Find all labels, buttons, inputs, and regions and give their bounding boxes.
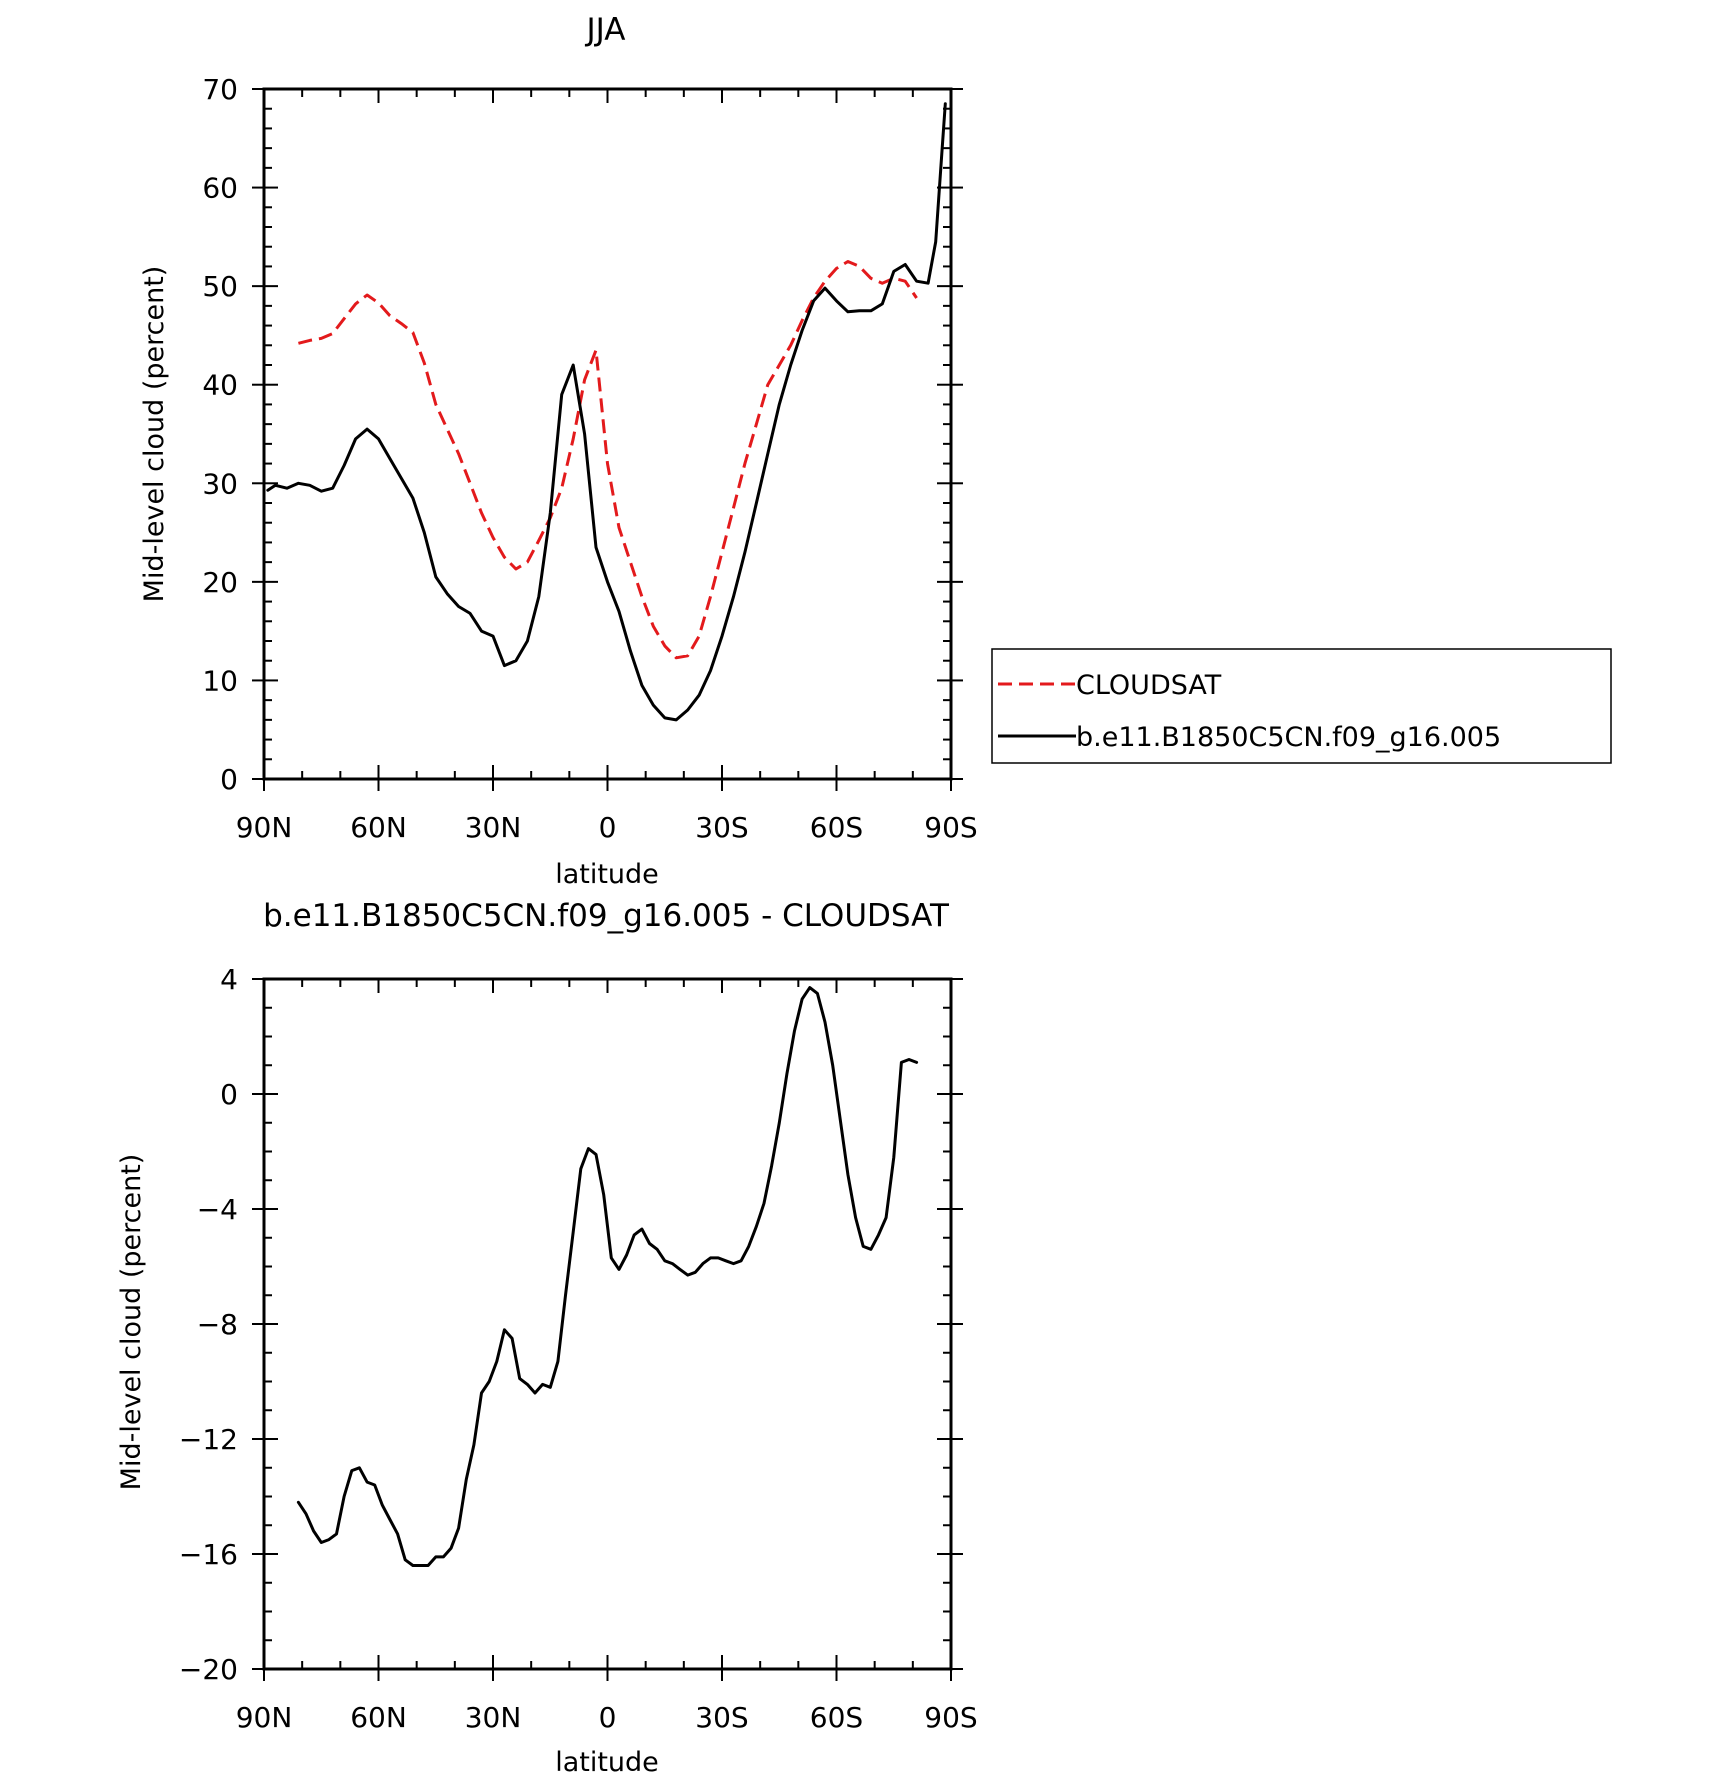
y-tick-label: 20: [202, 566, 238, 599]
y-tick-label: 10: [202, 664, 238, 697]
y-tick-label: 30: [202, 467, 238, 500]
y-tick-label: 4: [220, 963, 238, 996]
difference-line: [296, 986, 919, 1567]
y-tick-label: −16: [179, 1538, 238, 1571]
x-tick-label: 90N: [236, 811, 293, 844]
x-tick-label: 0: [599, 811, 617, 844]
y-tick-label: −4: [197, 1193, 238, 1226]
x-tick-label: 90S: [924, 811, 977, 844]
top-axis-ticks: [252, 88, 963, 791]
y-tick-label: 0: [220, 763, 238, 796]
bottom-panel: b.e11.B1850C5CN.f09_g16.005 - CLOUDSAT 9…: [116, 898, 978, 1773]
y-tick-label: 60: [202, 172, 238, 205]
x-tick-label: 30N: [465, 1701, 522, 1734]
x-tick-label: 0: [599, 1701, 617, 1734]
x-tick-label: 60S: [810, 1701, 863, 1734]
x-tick-label: 60S: [810, 811, 863, 844]
y-tick-label: 50: [202, 270, 238, 303]
series-line-cloudsat: [298, 260, 918, 660]
y-tick-label: −20: [179, 1653, 238, 1686]
legend-box: [991, 648, 1612, 764]
top-x-axis-label: latitude: [555, 859, 659, 890]
x-tick-label: 30N: [465, 811, 522, 844]
top-y-axis-label: Mid-level cloud (percent): [139, 266, 170, 603]
y-tick-label: −12: [179, 1423, 238, 1456]
y-tick-label: −8: [197, 1308, 238, 1341]
y-tick-label: 0: [220, 1078, 238, 1111]
top-plot-lines: [266, 102, 947, 722]
x-tick-label: 60N: [350, 811, 407, 844]
x-tick-label: 30S: [695, 811, 748, 844]
top-plot-frame: [262, 87, 953, 781]
x-tick-label: 90S: [924, 1701, 977, 1734]
bottom-axis-ticks: [252, 978, 963, 1681]
x-tick-label: 30S: [695, 1701, 748, 1734]
legend-cloudsat-label: CLOUDSAT: [1076, 670, 1222, 701]
legend: CLOUDSAT b.e11.B1850C5CN.f09_g16.005: [991, 648, 1612, 764]
legend-model-label: b.e11.B1850C5CN.f09_g16.005: [1076, 722, 1501, 753]
top-panel: JJA 90N 60N 30N 0 30S 60S 90S 0 10 20 30 40 50 60 70 l…: [139, 12, 978, 890]
y-tick-label: 40: [202, 369, 238, 402]
bottom-y-axis-label: Mid-level cloud (percent): [116, 1154, 147, 1491]
y-tick-label: 70: [202, 73, 238, 106]
bottom-tick-labels: 90N 60N 30N 0 30S 60S 90S −20 −16 −12 −8 −4 0 4: [179, 963, 978, 1734]
top-tick-labels: 90N 60N 30N 0 30S 60S 90S 0 10 20 30 40 50 60 70: [202, 73, 977, 844]
bottom-plot-title: b.e11.B1850C5CN.f09_g16.005 - CLOUDSAT: [263, 898, 950, 934]
x-tick-label: 60N: [350, 1701, 407, 1734]
bottom-plot-lines: [296, 986, 919, 1567]
x-tick-label: 90N: [236, 1701, 293, 1734]
bottom-plot-frame: [262, 977, 953, 1671]
series-line-b-e11-b1850c5cn-f09-g16-005: [266, 102, 947, 722]
top-plot-title: JJA: [585, 12, 626, 48]
bottom-x-axis-label: latitude: [555, 1747, 659, 1773]
